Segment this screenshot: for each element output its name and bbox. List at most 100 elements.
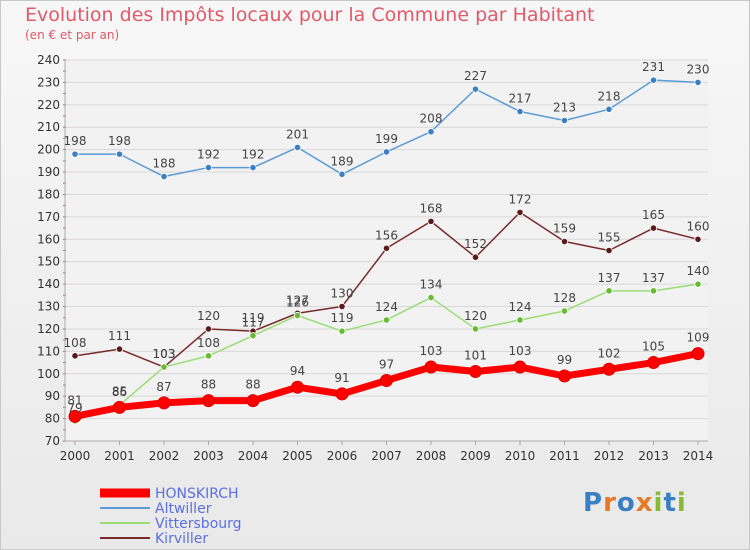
data-label: 103 <box>509 344 532 358</box>
x-tick-label: 2005 <box>282 449 313 463</box>
data-label: 126 <box>286 295 309 309</box>
data-label: 108 <box>197 336 220 350</box>
data-point <box>605 246 613 255</box>
x-tick-label: 2006 <box>327 449 358 463</box>
data-label: 86 <box>112 385 127 399</box>
data-label: 156 <box>375 228 398 242</box>
y-tick-label: 80 <box>45 412 60 426</box>
logo-letter: i <box>676 488 687 518</box>
data-label: 87 <box>156 380 171 394</box>
data-point <box>249 332 257 340</box>
data-label: 152 <box>464 237 487 251</box>
data-point <box>160 363 168 371</box>
data-label: 198 <box>108 134 131 148</box>
data-label-layer: 198 198 188 192 192 201 189 199 208 227 217 213 218 2… <box>64 60 710 415</box>
y-tick-label: 240 <box>37 53 60 67</box>
data-label: 165 <box>642 208 665 222</box>
y-tick-label: 140 <box>37 277 60 291</box>
y-tick-label: 160 <box>37 232 60 246</box>
data-label: 127 <box>286 293 309 307</box>
data-label: 103 <box>153 347 176 361</box>
y-tick-label: 70 <box>45 434 60 448</box>
data-point <box>71 150 79 158</box>
data-point <box>115 345 124 353</box>
data-point <box>249 163 257 172</box>
data-point <box>516 107 524 116</box>
y-tick-label: 200 <box>37 143 60 157</box>
data-label: 160 <box>687 219 710 233</box>
data-label: 137 <box>598 271 621 285</box>
data-label: 117 <box>242 316 265 330</box>
y-tick-label: 230 <box>37 75 60 89</box>
data-point <box>204 325 213 333</box>
data-point <box>649 287 658 295</box>
data-point <box>649 224 658 232</box>
data-point <box>691 347 705 361</box>
logo-letter: r <box>603 488 617 518</box>
data-point <box>338 302 346 311</box>
data-point <box>380 373 393 387</box>
x-tick-label: 2002 <box>149 449 180 463</box>
data-point <box>694 280 702 288</box>
data-point <box>602 362 616 376</box>
data-label: 109 <box>687 331 710 345</box>
data-point <box>469 365 482 379</box>
data-label: 130 <box>331 287 354 301</box>
data-point <box>204 163 213 172</box>
data-point <box>291 380 304 394</box>
data-point <box>516 208 524 216</box>
data-point <box>338 327 346 335</box>
y-tick-label: 190 <box>37 165 60 179</box>
logo-letter: x <box>635 488 654 518</box>
data-point <box>694 78 702 87</box>
data-label: 155 <box>598 231 621 245</box>
data-point <box>335 387 349 401</box>
data-point <box>157 396 171 410</box>
x-tick-label: 2000 <box>60 449 91 463</box>
data-point <box>424 360 438 374</box>
chart-title: Evolution des Impôts locaux pour la Comm… <box>25 4 595 26</box>
data-point <box>427 293 435 302</box>
data-label: 97 <box>379 357 394 371</box>
data-label: 88 <box>201 378 216 392</box>
legend-label: Altwiller <box>155 501 212 517</box>
data-label: 108 <box>64 336 87 350</box>
data-label: 128 <box>553 291 576 305</box>
data-label: 140 <box>687 264 710 278</box>
x-tick-label: 2008 <box>416 449 447 463</box>
y-tick-label: 110 <box>37 344 60 358</box>
x-tick-label: 2010 <box>505 449 536 463</box>
data-point <box>71 352 79 360</box>
x-tick-label: 2013 <box>638 449 669 463</box>
data-label: 189 <box>331 154 354 168</box>
data-point <box>471 253 480 261</box>
data-label: 199 <box>375 132 398 146</box>
data-point <box>516 316 524 324</box>
legend-label: HONSKIRCH <box>155 486 239 502</box>
data-point <box>113 400 126 414</box>
data-label: 159 <box>553 222 576 236</box>
data-point <box>560 307 569 315</box>
data-label: 79 <box>67 401 82 415</box>
data-point <box>471 325 480 333</box>
data-label: 213 <box>553 101 576 115</box>
data-point <box>202 394 215 408</box>
y-tick-label: 210 <box>37 120 60 134</box>
series-layer <box>68 76 705 425</box>
y-tick-label: 220 <box>37 98 60 112</box>
data-point <box>68 409 82 423</box>
logo-letter: P <box>583 488 604 518</box>
data-label: 102 <box>598 346 621 360</box>
data-label: 94 <box>290 364 305 378</box>
data-point <box>293 311 302 320</box>
x-tick-label: 2012 <box>594 449 625 463</box>
data-point <box>647 356 660 370</box>
data-label: 120 <box>464 309 487 323</box>
y-tick-label: 170 <box>37 210 60 224</box>
data-point <box>605 105 613 113</box>
data-label: 192 <box>197 148 220 162</box>
data-point <box>560 116 569 125</box>
axis-layer: 7080901001101201301401501601701801902002… <box>37 53 713 463</box>
